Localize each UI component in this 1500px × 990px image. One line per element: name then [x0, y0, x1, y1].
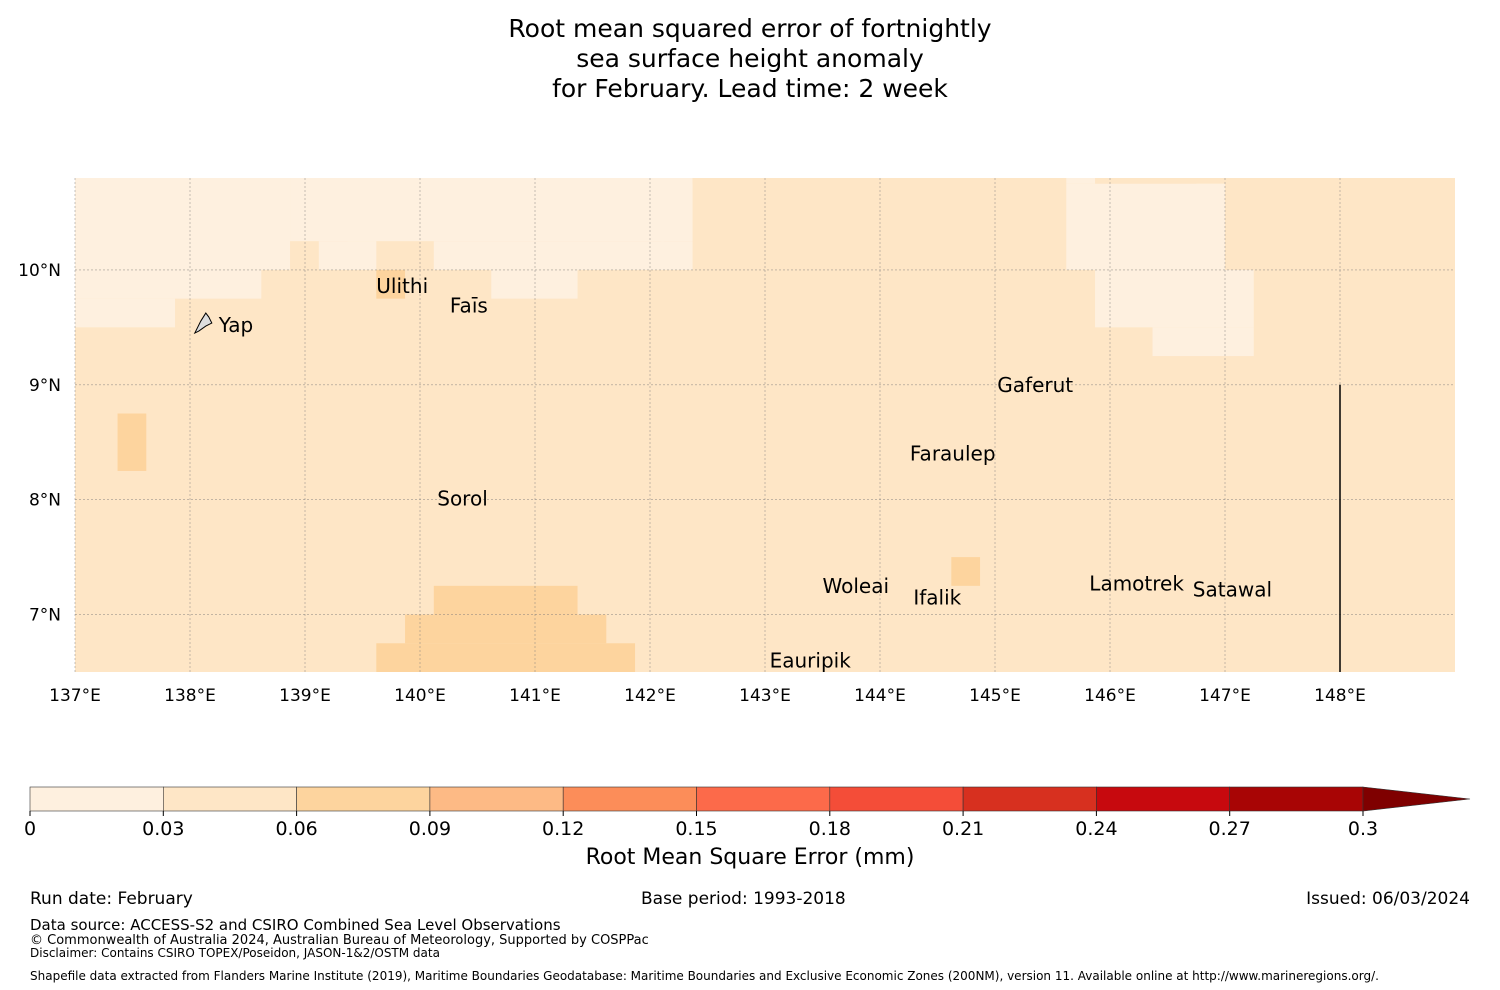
rmse-cell-high	[376, 643, 636, 672]
lon-tick-label: 147°E	[1199, 686, 1251, 706]
lat-tick-label: 8°N	[29, 491, 61, 511]
place-label: Yap	[218, 313, 253, 337]
place-label: Lamotrek	[1089, 572, 1184, 596]
colorbar-tick-label: 0.24	[1075, 818, 1117, 840]
copyright: © Commonwealth of Australia 2024, Austra…	[30, 933, 649, 948]
rmse-cell-high	[376, 269, 406, 299]
issued-date: Issued: 06/03/2024	[1306, 889, 1470, 909]
yap-island-shape	[193, 312, 213, 335]
colorbar-label: Root Mean Square Error (mm)	[585, 845, 915, 870]
place-label: Eauripik	[770, 649, 852, 673]
colorbar-segment	[29, 786, 164, 812]
colorbar-tick-label: 0.12	[542, 818, 584, 840]
chart-title: Root mean squared error of fortnightly s…	[0, 14, 1500, 104]
colorbar-tick-label: 0.15	[675, 818, 717, 840]
colorbar-tick-label: 0.09	[409, 818, 451, 840]
colorbar-tick-label: 0.18	[809, 818, 851, 840]
place-label: Gaferut	[997, 373, 1073, 397]
colorbar-extend-arrow	[1362, 786, 1471, 812]
lon-tick-label: 137°E	[49, 686, 101, 706]
lat-tick-label: 7°N	[29, 606, 61, 626]
lon-tick-label: 146°E	[1084, 686, 1136, 706]
rmse-cell-low	[318, 241, 377, 270]
rmse-cell-low	[1152, 327, 1254, 357]
lon-tick-label: 145°E	[969, 686, 1021, 706]
colorbar-segment	[429, 786, 564, 812]
rmse-cell-low	[1196, 183, 1225, 213]
colorbar-segment	[163, 786, 297, 812]
place-label: Sorol	[437, 487, 488, 511]
rmse-cell-low	[75, 178, 291, 270]
colorbar-segment	[962, 786, 1097, 812]
rmse-cell-low	[75, 298, 176, 328]
rmse-cell-low	[433, 241, 664, 270]
colorbar-segment	[562, 786, 697, 812]
lat-tick-label: 9°N	[29, 376, 61, 396]
place-label: Faīs	[450, 294, 488, 318]
colorbar-segment	[829, 786, 964, 812]
colorbar-segment	[696, 786, 831, 812]
rmse-cell-high	[117, 413, 147, 471]
colorbar-tick-label: 0	[24, 818, 36, 840]
base-period: Base period: 1993-2018	[641, 889, 846, 909]
rmse-cell-low	[661, 241, 693, 270]
colorbar-segment	[296, 786, 431, 812]
colorbar-tick-label: 0.3	[1348, 818, 1378, 840]
lon-tick-label: 140°E	[394, 686, 446, 706]
rmse-cell-low	[491, 269, 578, 299]
place-label: Ulithi	[376, 274, 428, 298]
title-line-3: for February. Lead time: 2 week	[552, 74, 948, 103]
colorbar-tick-label: 0.03	[142, 818, 184, 840]
colorbar-tick-label: 0.06	[275, 818, 317, 840]
rmse-cell-high	[433, 585, 578, 615]
place-label: Faraulep	[910, 442, 996, 466]
lon-tick-label: 143°E	[739, 686, 791, 706]
colorbar-segment	[1229, 786, 1364, 812]
title-line-2: sea surface height anomaly	[576, 44, 924, 73]
place-label: Woleai	[823, 574, 890, 598]
lon-tick-label: 139°E	[279, 686, 331, 706]
rmse-cell-high	[951, 557, 981, 586]
colorbar-tick-label: 0.21	[942, 818, 984, 840]
disclaimer: Disclaimer: Contains CSIRO TOPEX/Poseido…	[30, 946, 440, 960]
colorbar-tick-label: 0.27	[1209, 818, 1251, 840]
lon-tick-label: 148°E	[1314, 686, 1366, 706]
place-label: Ifalik	[913, 585, 961, 609]
lon-tick-label: 144°E	[854, 686, 906, 706]
place-label: Satawal	[1193, 577, 1272, 601]
lon-tick-label: 138°E	[164, 686, 216, 706]
title-line-1: Root mean squared error of fortnightly	[508, 14, 992, 43]
rmse-cell-high	[405, 614, 607, 644]
rmse-cell-low	[1066, 178, 1096, 184]
shapefile-credit: Shapefile data extracted from Flanders M…	[30, 969, 1379, 983]
rmse-cell-low	[347, 212, 377, 242]
lat-tick-label: 10°N	[18, 261, 61, 281]
lon-tick-label: 142°E	[624, 686, 676, 706]
data-source: Data source: ACCESS-S2 and CSIRO Combine…	[30, 916, 561, 934]
colorbar-segment	[1096, 786, 1231, 812]
lon-tick-label: 141°E	[509, 686, 561, 706]
run-date: Run date: February	[30, 889, 193, 909]
rmse-cell-low	[1095, 269, 1254, 328]
rmse-cell-low	[75, 269, 262, 299]
